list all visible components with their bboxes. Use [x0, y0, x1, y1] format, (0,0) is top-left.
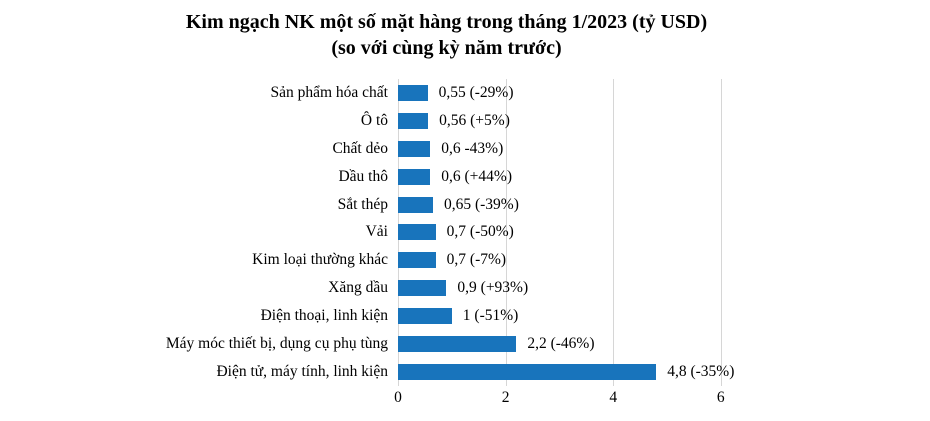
- chart-row: Vải 0,7 (-50%): [0, 218, 893, 246]
- bar-track: 0,7 (-50%): [398, 218, 893, 246]
- category-label: Điện tử, máy tính, linh kiện: [216, 362, 388, 380]
- value-label: 0,55 (-29%): [438, 83, 514, 101]
- gridline: [720, 79, 722, 386]
- bar-track: 0,7 (-7%): [398, 246, 893, 274]
- bar: [398, 168, 431, 185]
- chart-subtitle: (so với cùng kỳ năm trước): [331, 37, 562, 59]
- bar: [398, 252, 436, 269]
- bar: [398, 363, 657, 380]
- bar-track: 2,2 (-46%): [398, 330, 893, 358]
- category-label: Dầu thô: [338, 167, 388, 185]
- value-label: 0,6 (+44%): [441, 167, 512, 185]
- bar: [398, 84, 428, 101]
- value-label: 0,7 (-7%): [446, 251, 507, 269]
- chart-row: Điện tử, máy tính, linh kiện 4,8 (-35%): [0, 358, 893, 386]
- bar-track: 0,55 (-29%): [398, 79, 893, 107]
- chart-row: Ô tô 0,56 (+5%): [0, 107, 893, 135]
- bar: [398, 112, 429, 129]
- value-label: 0,7 (-50%): [446, 223, 514, 241]
- chart-row: Dầu thô 0,6 (+44%): [0, 163, 893, 191]
- bar-track: 0,6 -43%): [398, 135, 893, 163]
- bar-track: 1 (-51%): [398, 302, 893, 330]
- value-label: 0,6 -43%): [441, 139, 504, 157]
- value-label: 0,9 (+93%): [457, 279, 529, 297]
- chart-row: Sản phẩm hóa chất 0,55 (-29%): [0, 79, 893, 107]
- category-label: Chất dẻo: [332, 139, 388, 157]
- bar-track: 0,56 (+5%): [398, 107, 893, 135]
- category-label: Sắt thép: [337, 195, 388, 213]
- x-tick-label: 6: [716, 389, 725, 406]
- value-label: 0,65 (-39%): [443, 195, 519, 213]
- chart-row: Sắt thép 0,65 (-39%): [0, 191, 893, 219]
- category-label: Kim loại thường khác: [252, 251, 388, 269]
- gridline: [613, 79, 615, 386]
- category-label: Sản phẩm hóa chất: [270, 83, 388, 101]
- chart-row: Kim loại thường khác 0,7 (-7%): [0, 246, 893, 274]
- bar: [398, 224, 436, 241]
- chart-title: Kim ngạch NK một số mặt hàng trong tháng…: [185, 11, 708, 33]
- value-label: 2,2 (-46%): [527, 334, 595, 352]
- chart-row: Điện thoại, linh kiện 1 (-51%): [0, 302, 893, 330]
- value-label: 1 (-51%): [462, 307, 519, 325]
- bar: [398, 335, 517, 352]
- bar-track: 0,65 (-39%): [398, 191, 893, 219]
- category-label: Điện thoại, linh kiện: [260, 307, 388, 325]
- bar-track: 4,8 (-35%): [398, 358, 893, 386]
- gridline: [505, 79, 507, 386]
- bar: [398, 308, 452, 325]
- x-tick-label: 4: [609, 389, 618, 406]
- chart-row: Chất dẻo 0,6 -43%): [0, 135, 893, 163]
- category-label: Vải: [365, 223, 388, 241]
- category-label: Ô tô: [360, 111, 388, 129]
- bar: [398, 196, 433, 213]
- bar: [398, 140, 431, 157]
- value-label: 0,56 (+5%): [439, 111, 510, 129]
- bar: [398, 280, 447, 297]
- category-label: Xăng dầu: [328, 279, 388, 297]
- value-label: 4,8 (-35%): [667, 362, 735, 380]
- x-tick-label: 2: [501, 389, 510, 406]
- bar-track: 0,6 (+44%): [398, 163, 893, 191]
- x-axis: 0 2 4 6: [394, 389, 780, 411]
- chart-row: Xăng dầu 0,9 (+93%): [0, 274, 893, 302]
- bar-track: 0,9 (+93%): [398, 274, 893, 302]
- category-label: Máy móc thiết bị, dụng cụ phụ tùng: [165, 334, 388, 352]
- x-tick-label: 0: [394, 389, 402, 406]
- chart-row: Máy móc thiết bị, dụng cụ phụ tùng 2,2 (-…: [0, 330, 893, 358]
- chart-rows: Sản phẩm hóa chất 0,55 (-29%) Ô tô 0,56 (+5…: [0, 79, 893, 386]
